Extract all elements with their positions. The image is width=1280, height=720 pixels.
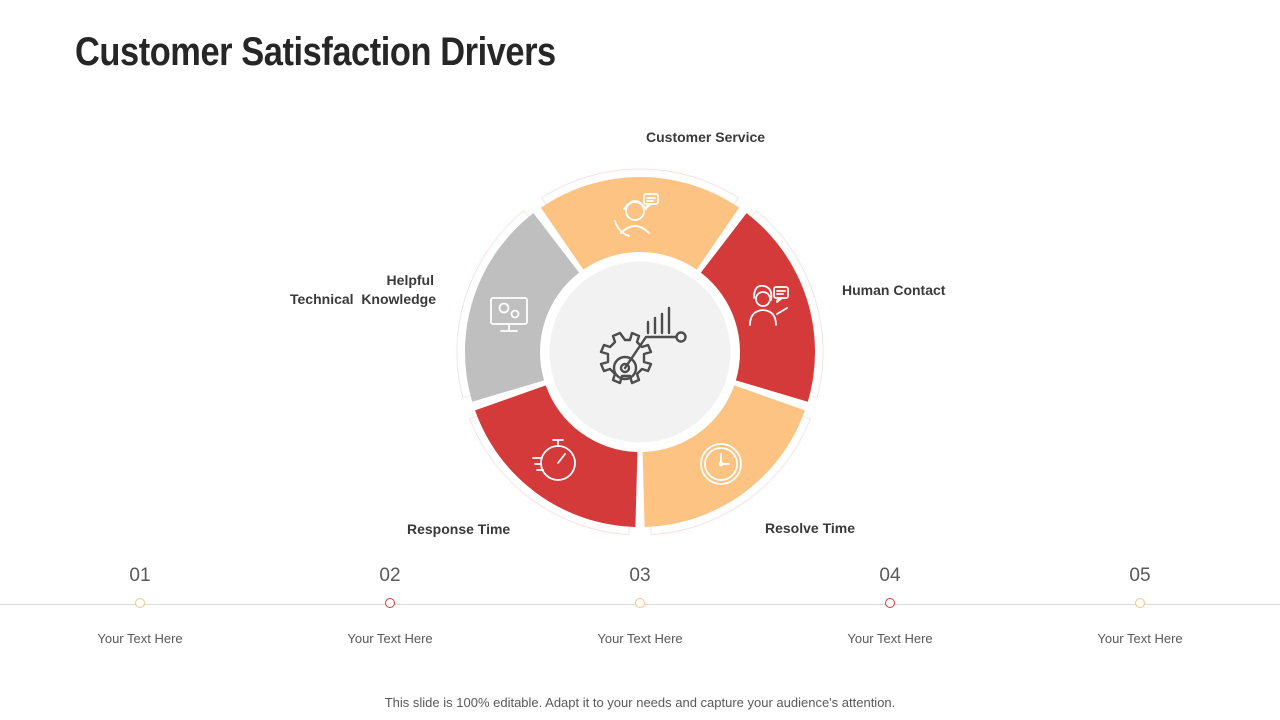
ring-segment — [465, 213, 580, 402]
step-dot — [635, 598, 645, 608]
step-number: 01 — [129, 565, 151, 586]
step-number: 04 — [879, 565, 901, 586]
segment-label-line: Helpful — [386, 272, 434, 288]
ring-segment — [642, 385, 805, 527]
step-text: Your Text Here — [97, 631, 183, 646]
ring-segment — [700, 213, 815, 402]
computer-settings-icon — [490, 297, 528, 332]
center-circle — [544, 256, 736, 448]
gear-chart-icon — [599, 306, 687, 385]
segment-label-human-contact: Human Contact — [842, 282, 946, 298]
step-dot — [885, 598, 895, 608]
step-dot — [135, 598, 145, 608]
step-number: 02 — [379, 565, 401, 586]
step-number: 03 — [629, 565, 651, 586]
footer-note: This slide is 100% editable. Adapt it to… — [384, 695, 896, 710]
satisfaction-wheel — [456, 168, 824, 536]
segment-label-line: Technical Knowledge — [290, 291, 436, 307]
step-text: Your Text Here — [1097, 631, 1183, 646]
segment-label-response-time: Response Time — [407, 521, 511, 537]
step-text: Your Text Here — [847, 631, 933, 646]
ring-segment — [475, 385, 638, 527]
customer-service-agent-icon — [614, 193, 659, 237]
stopwatch-icon — [532, 439, 576, 481]
step-dot — [1135, 598, 1145, 608]
segment-label-customer-service: Customer Service — [646, 129, 766, 145]
human-contact-icon — [749, 284, 789, 326]
clock-icon — [700, 443, 742, 485]
step-text: Your Text Here — [597, 631, 683, 646]
segment-label-technical-knowledge: Helpful Technical Knowledge — [290, 271, 436, 309]
page-title: Customer Satisfaction Drivers — [75, 30, 556, 74]
segment-label-resolve-time: Resolve Time — [765, 520, 856, 536]
ring-segment — [540, 177, 740, 270]
step-number: 05 — [1129, 565, 1151, 586]
step-dot — [385, 598, 395, 608]
step-text: Your Text Here — [347, 631, 433, 646]
